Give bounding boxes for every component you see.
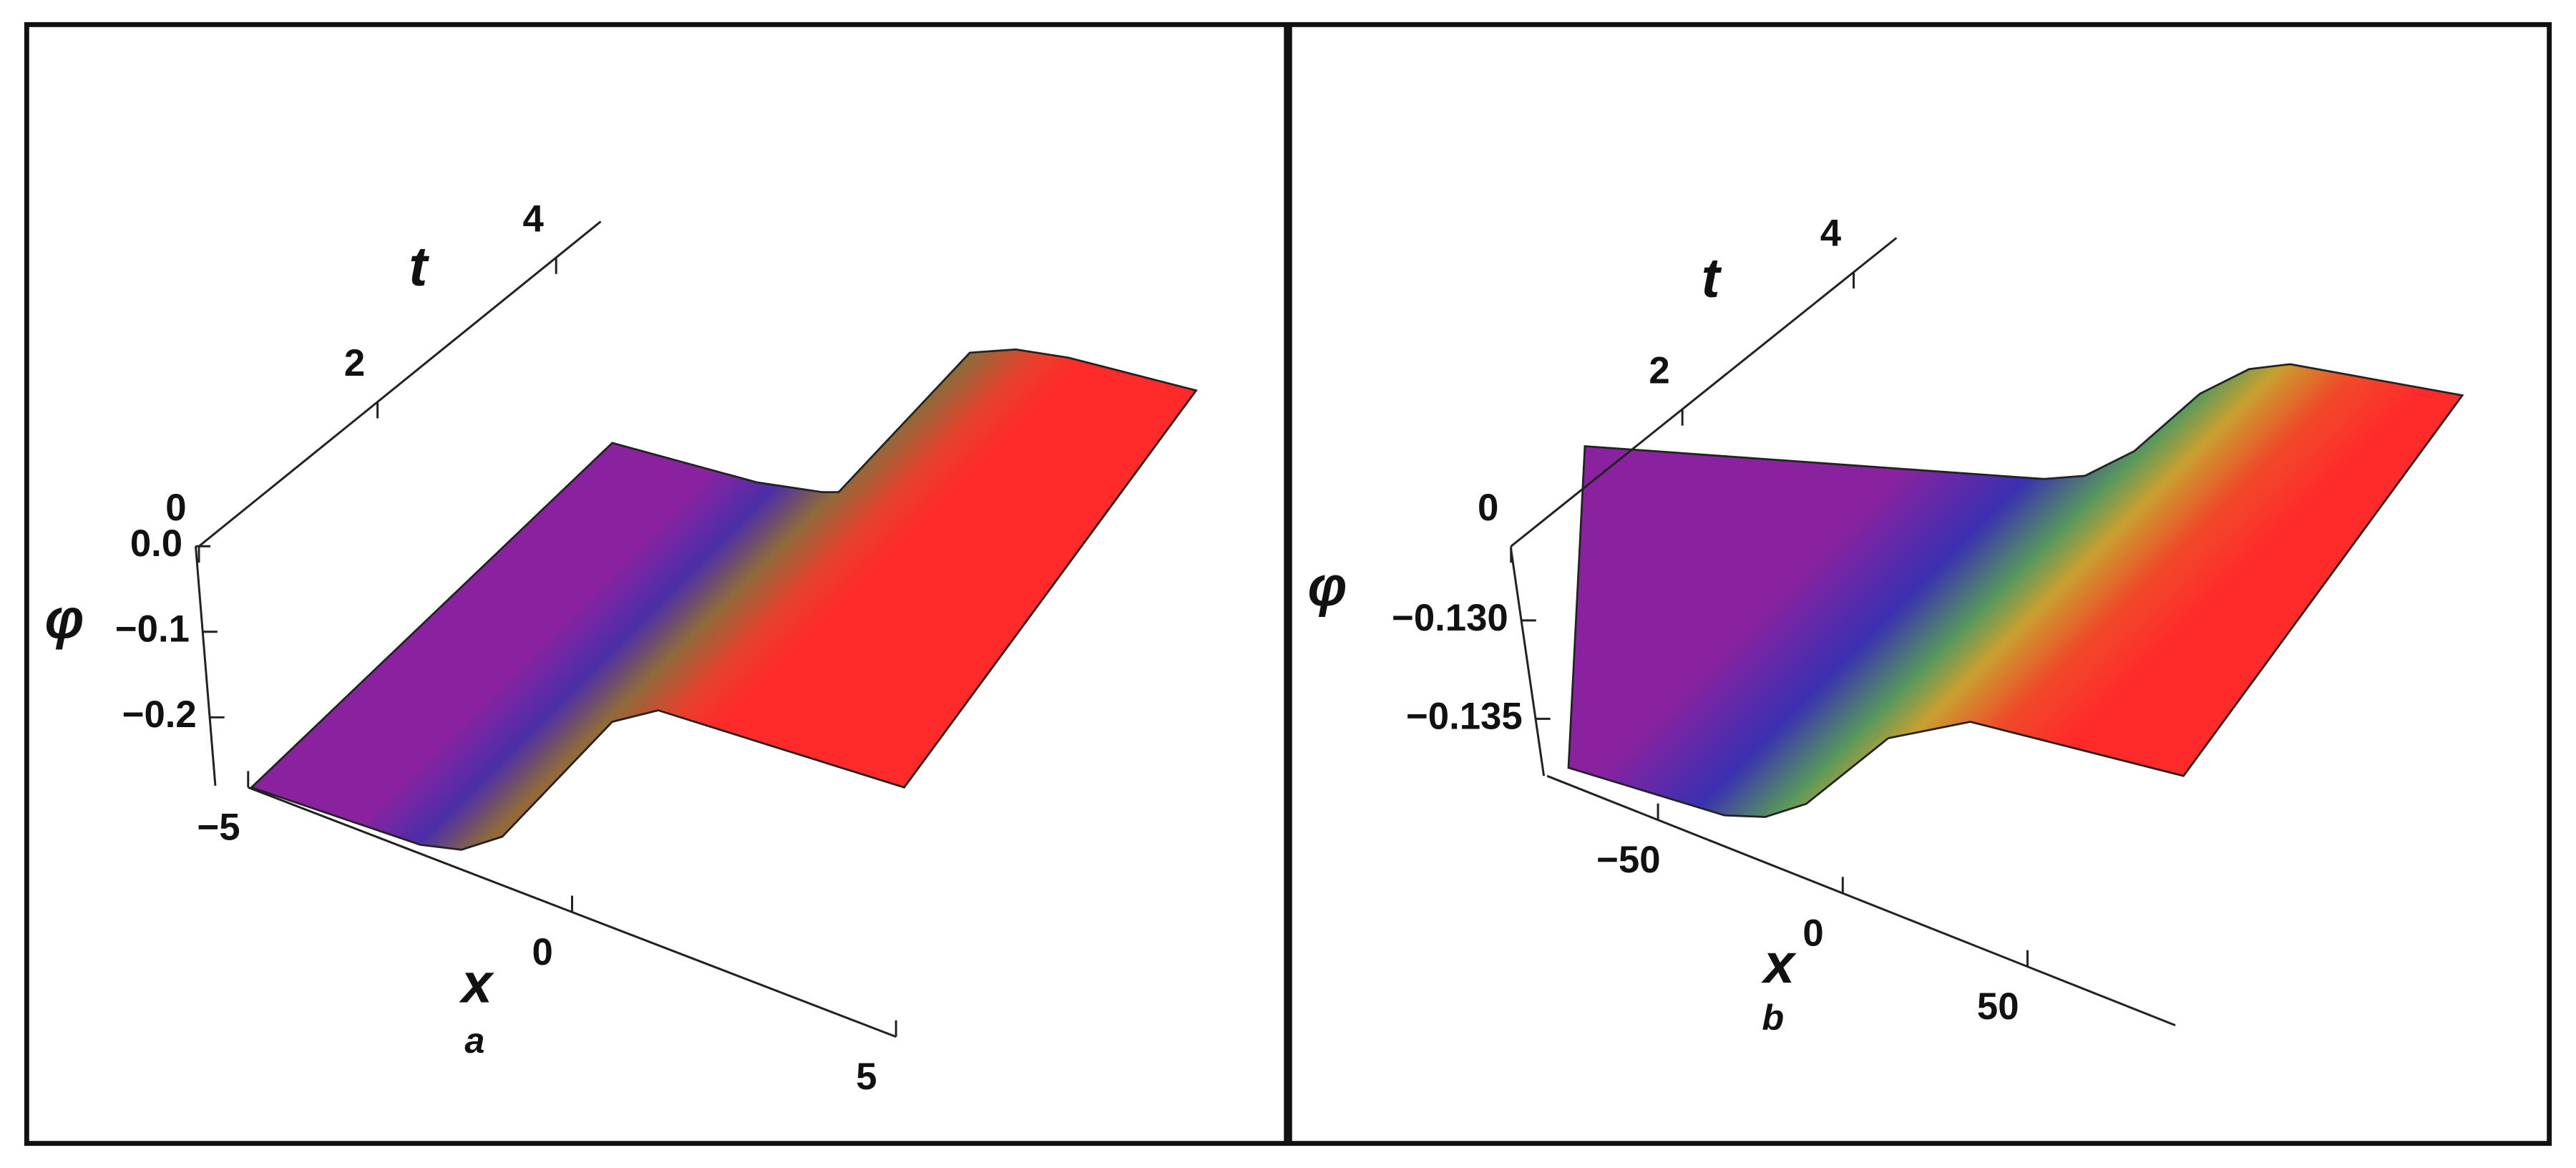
surface xyxy=(249,348,1198,851)
x-axis-line xyxy=(1546,774,2176,1026)
axis-title: x xyxy=(459,951,494,1014)
axis-title: t xyxy=(1702,246,1722,309)
y-tick-label: 4 xyxy=(1820,213,1842,255)
x-tick-label: −5 xyxy=(197,807,240,849)
panel-caption: a xyxy=(464,1020,484,1061)
surface xyxy=(1567,363,2464,818)
y-tick-label: 2 xyxy=(344,342,365,384)
z-tick-label: 0.0 xyxy=(130,522,182,565)
x-tick-label: −50 xyxy=(1596,839,1660,881)
x-tick-label: 0 xyxy=(532,931,553,973)
y-tick-label: 4 xyxy=(522,198,544,240)
y-tick-label: 2 xyxy=(1649,349,1669,391)
y-tick-label: 0 xyxy=(1478,487,1498,529)
z-tick-label: −0.135 xyxy=(1406,695,1523,737)
axis-title: x xyxy=(1761,932,1797,995)
z-tick-label: −0.130 xyxy=(1392,597,1508,639)
panel-frame xyxy=(24,21,1289,1147)
panel-caption: b xyxy=(1762,997,1784,1038)
y-axis-line xyxy=(1510,237,1898,548)
axis-title: t xyxy=(409,235,429,298)
axis-title: φ xyxy=(1308,555,1347,618)
z-tick-label: −0.2 xyxy=(122,694,197,736)
y-tick-label: 0 xyxy=(165,487,186,529)
x-tick-label: 0 xyxy=(1802,912,1823,955)
x-tick-label: 50 xyxy=(1977,986,2019,1028)
x-tick-label: 5 xyxy=(856,1056,877,1098)
panel-frame xyxy=(1287,21,2552,1147)
z-tick-label: −0.1 xyxy=(115,608,190,651)
axis-title: φ xyxy=(45,588,84,651)
z-axis-line xyxy=(1510,549,1546,777)
y-axis-line xyxy=(198,220,602,548)
z-axis-line xyxy=(194,546,217,787)
